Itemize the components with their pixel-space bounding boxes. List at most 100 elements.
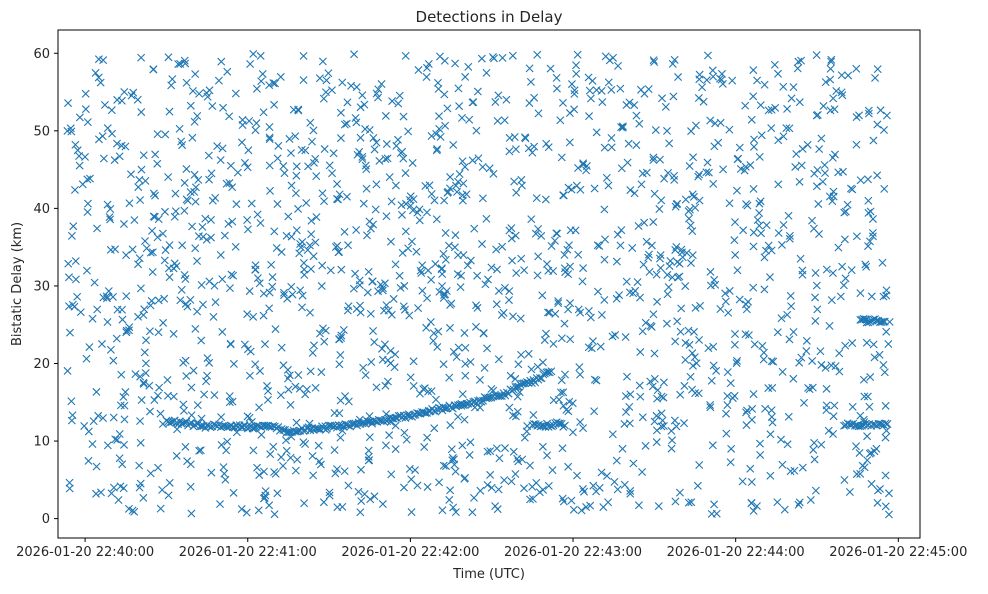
detection-point <box>780 505 789 514</box>
detection-point <box>161 246 170 255</box>
detection-point <box>182 78 191 87</box>
detection-point <box>671 202 680 211</box>
detection-point <box>769 357 778 366</box>
detection-point <box>65 484 74 493</box>
detection-point <box>869 136 878 145</box>
detection-point <box>787 302 796 311</box>
detection-point <box>756 450 765 459</box>
detection-point <box>796 254 805 263</box>
detection-point <box>321 326 330 335</box>
detection-point <box>534 224 543 233</box>
detection-point <box>252 84 261 93</box>
detection-point <box>576 185 585 194</box>
detection-point <box>786 291 795 300</box>
detection-point <box>137 53 146 62</box>
detection-point <box>265 304 274 313</box>
detection-point <box>689 327 698 336</box>
detection-point <box>380 306 388 315</box>
detection-point <box>342 119 351 128</box>
detection-point <box>770 60 779 69</box>
detection-point <box>722 429 731 438</box>
detection-point <box>245 371 254 380</box>
detection-point <box>570 86 579 95</box>
detection-point <box>723 401 732 410</box>
detection-point <box>311 383 320 392</box>
detection-point <box>650 349 659 358</box>
detection-point <box>785 124 794 133</box>
detection-point <box>618 122 627 131</box>
detection-point <box>265 161 274 170</box>
detection-point <box>292 226 301 235</box>
detection-point <box>370 145 379 154</box>
detection-point <box>650 58 659 66</box>
detection-point <box>76 308 85 317</box>
detection-point <box>220 469 229 478</box>
detection-point <box>119 220 128 229</box>
detection-point <box>158 485 167 494</box>
detection-point <box>782 124 791 133</box>
detection-point <box>641 441 650 450</box>
detection-point <box>378 500 387 509</box>
detection-point <box>445 184 454 193</box>
detection-point <box>137 396 146 405</box>
detection-point <box>817 360 826 369</box>
detection-point <box>228 397 237 406</box>
detection-point <box>378 344 386 353</box>
detection-point <box>663 126 672 135</box>
detection-point <box>358 419 367 428</box>
detection-point <box>172 451 181 460</box>
detection-point <box>106 215 115 224</box>
detection-point <box>347 81 356 90</box>
detection-point <box>207 215 215 224</box>
detection-point <box>739 226 748 235</box>
detection-point <box>513 407 522 416</box>
detection-point <box>650 189 659 198</box>
detection-point <box>443 104 452 113</box>
detection-point <box>835 349 844 358</box>
detection-point <box>882 111 891 120</box>
detection-point <box>507 477 516 486</box>
detection-point <box>879 360 888 369</box>
detection-point <box>226 161 235 170</box>
detection-point <box>723 392 732 401</box>
detection-point <box>180 206 189 215</box>
detection-point <box>649 310 658 319</box>
detection-point <box>399 302 408 311</box>
detection-point <box>463 261 472 270</box>
detection-point <box>587 344 596 353</box>
detection-point <box>334 421 343 430</box>
detection-point <box>841 341 850 350</box>
detection-point <box>299 51 308 60</box>
detection-point <box>310 341 318 350</box>
detection-point <box>397 210 406 219</box>
detection-point <box>153 159 162 168</box>
detection-point <box>401 169 410 178</box>
detection-point <box>731 329 739 338</box>
detection-point <box>520 484 529 493</box>
detection-point <box>188 133 197 142</box>
detection-point <box>544 143 553 152</box>
detection-point <box>706 403 715 412</box>
detection-point <box>387 470 396 479</box>
detection-point <box>638 413 647 422</box>
detection-point <box>277 248 286 257</box>
detection-point <box>681 338 690 347</box>
detection-point <box>381 111 390 120</box>
detection-point <box>653 386 662 395</box>
detection-point <box>433 145 442 154</box>
detection-point <box>191 197 200 206</box>
detection-point <box>89 417 98 426</box>
detection-point <box>869 340 878 349</box>
detection-point <box>259 289 268 298</box>
detection-point <box>860 392 869 401</box>
detection-point <box>85 174 94 183</box>
detection-point <box>469 493 478 502</box>
detection-point <box>657 392 666 401</box>
detection-point <box>549 339 558 348</box>
detection-point <box>706 116 715 125</box>
detection-point <box>538 358 547 367</box>
detection-point <box>407 475 416 484</box>
detection-point <box>600 295 609 304</box>
detection-point <box>487 483 496 492</box>
detection-point <box>424 59 433 68</box>
